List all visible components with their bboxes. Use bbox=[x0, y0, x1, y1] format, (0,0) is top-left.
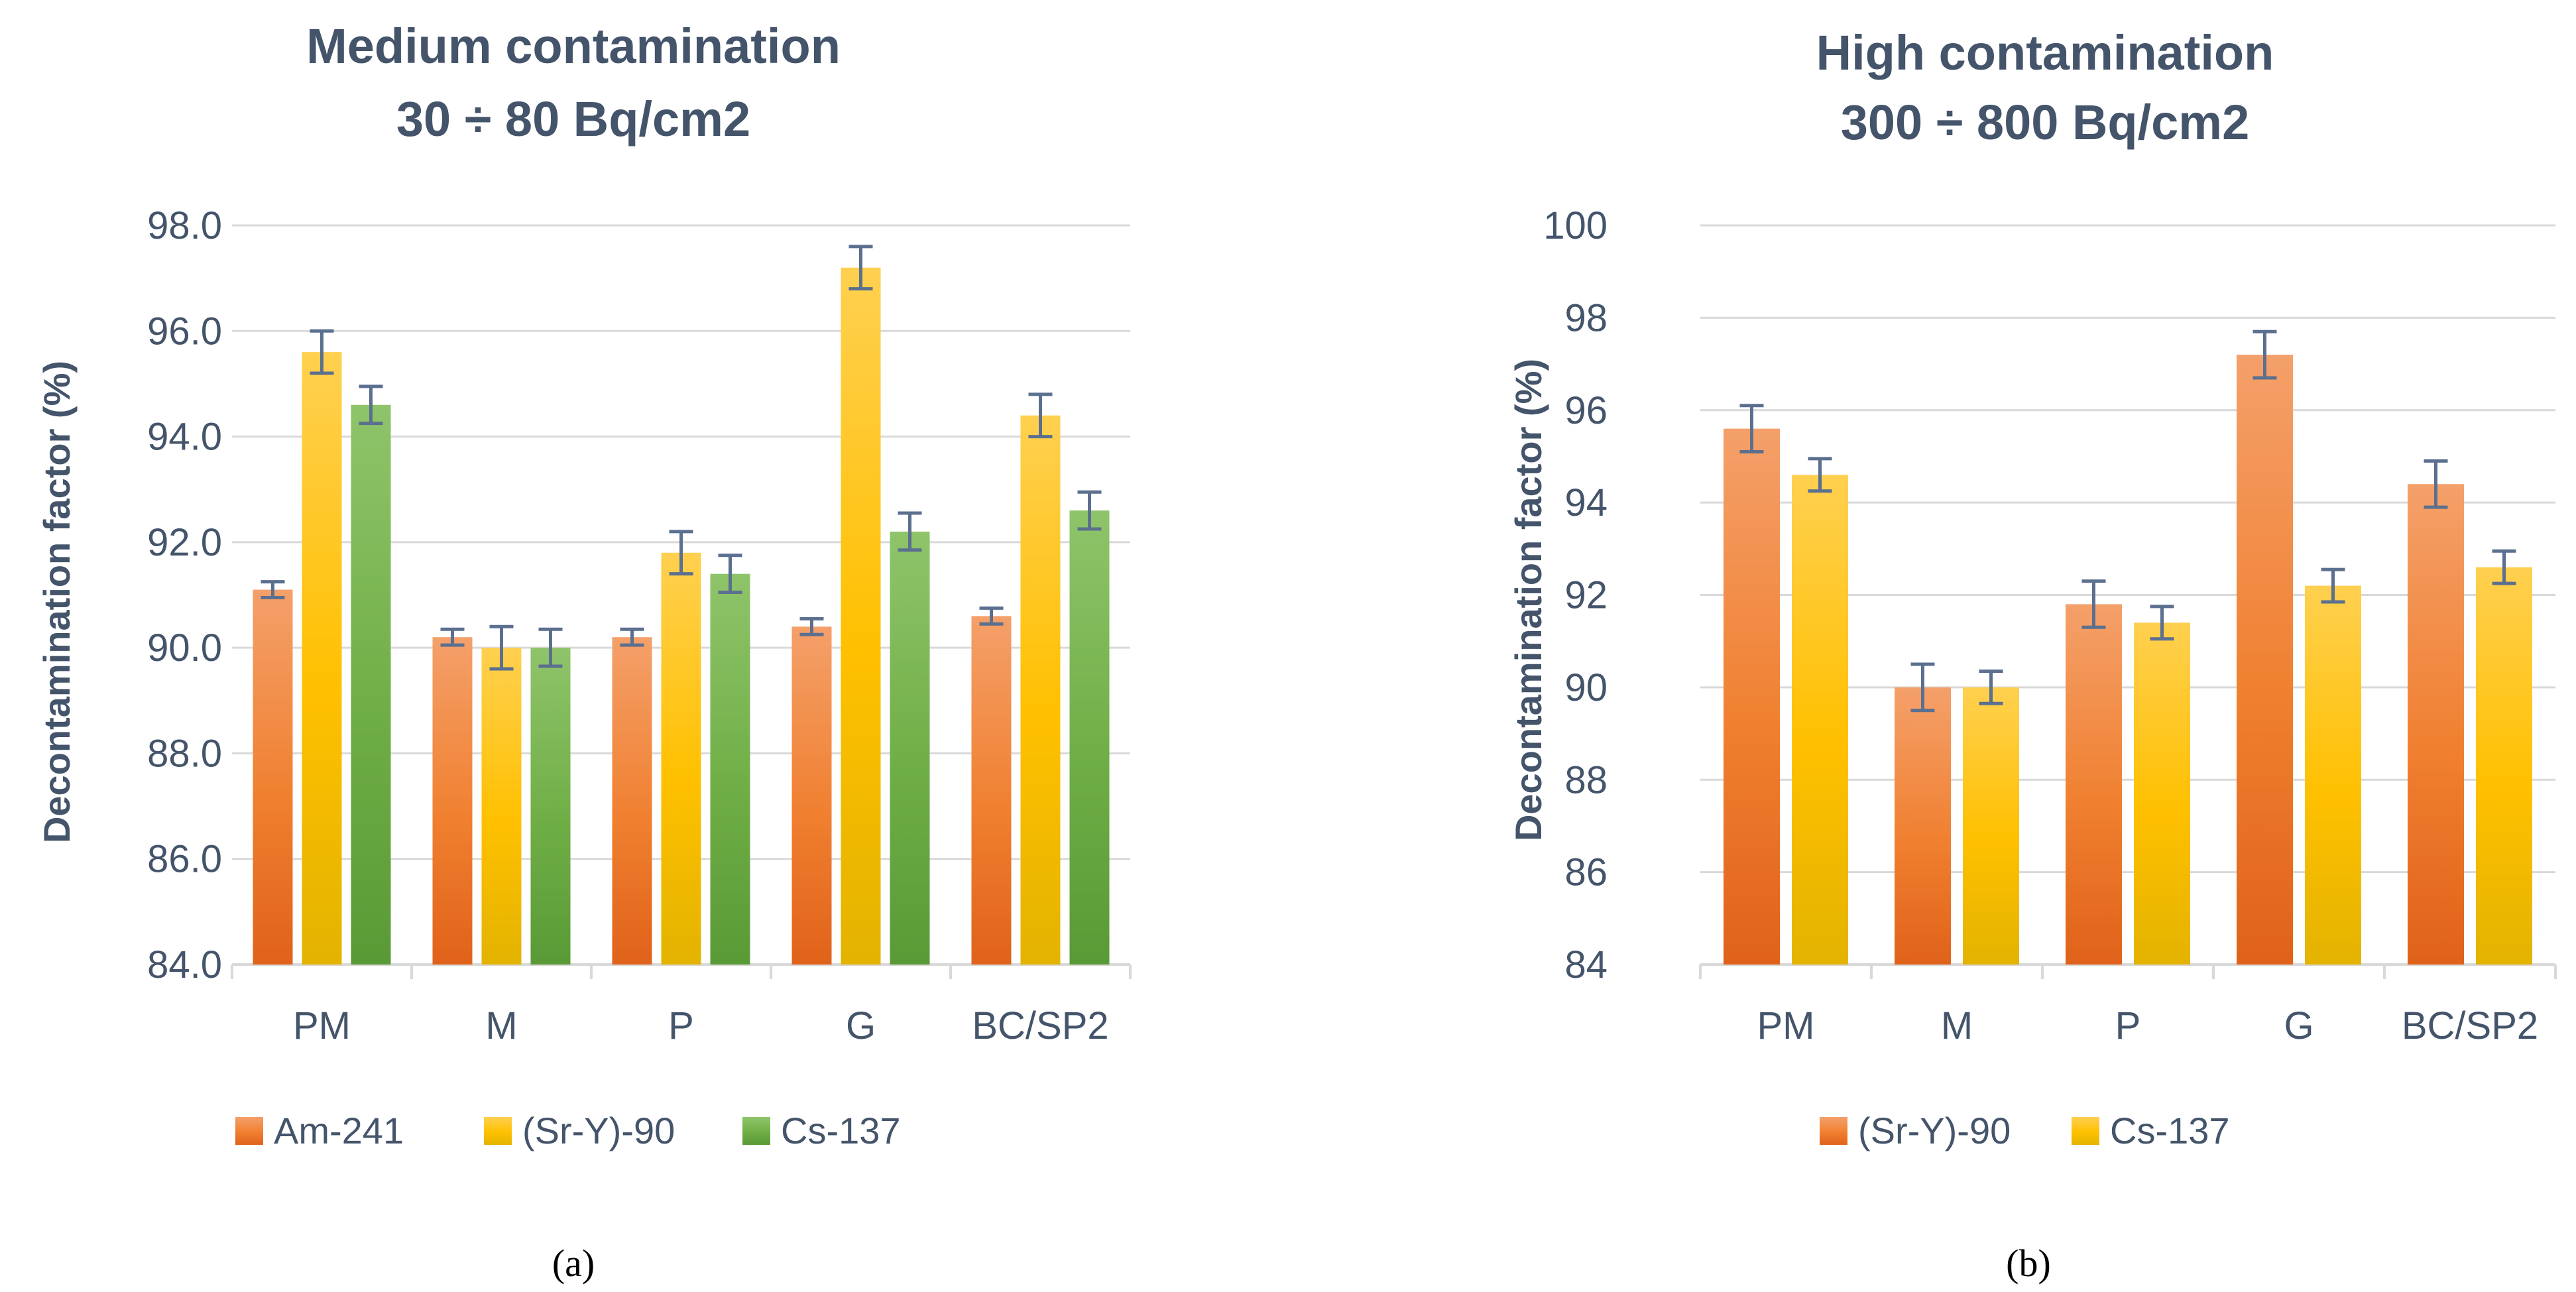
panel-b: High contamination 300 ÷ 800 Bq/cm2 Deco… bbox=[1507, 25, 2557, 1151]
panel-a-bar bbox=[971, 616, 1012, 965]
panel-a-y-tick-label: 86.0 bbox=[147, 838, 222, 881]
panel-a-legend-swatch bbox=[235, 1117, 263, 1145]
panel-b-y-tick-label: 100 bbox=[1543, 204, 1608, 247]
panel-a-legend-label: (Sr-Y)-90 bbox=[522, 1110, 675, 1151]
panel-a-x-tick-label: BC/SP2 bbox=[972, 1004, 1108, 1047]
panel-a-legend-swatch bbox=[484, 1117, 512, 1145]
panel-a-bar bbox=[481, 648, 522, 965]
panel-b-title-line1: High contamination bbox=[1816, 25, 2274, 80]
panel-a-x-tick-label: PM bbox=[293, 1004, 351, 1047]
panel-a-bar bbox=[710, 573, 750, 965]
panel-b-y-tick-label: 86 bbox=[1564, 851, 1608, 894]
panel-a: Medium contamination 30 ÷ 80 Bq/cm2 Deco… bbox=[36, 19, 1132, 1151]
panel-a-title-line2: 30 ÷ 80 Bq/cm2 bbox=[396, 91, 750, 147]
panel-b-bar bbox=[2134, 622, 2190, 965]
panel-a-bar bbox=[351, 404, 391, 965]
panel-a-bar bbox=[432, 637, 473, 965]
panel-a-x-tick-label: P bbox=[668, 1004, 694, 1047]
panel-a-y-tick-label: 84.0 bbox=[147, 943, 222, 986]
panel-a-bar bbox=[1020, 415, 1061, 965]
panel-a-y-axis-label: Decontamination factor (%) bbox=[36, 361, 78, 843]
panel-b-y-tick-label: 88 bbox=[1564, 758, 1608, 801]
panel-a-bar bbox=[791, 626, 832, 965]
panel-a-y-tick-label: 94.0 bbox=[147, 416, 222, 459]
panel-b-bar bbox=[1963, 687, 2019, 965]
panel-b-x-tick-label: PM bbox=[1757, 1004, 1815, 1047]
panel-b-x-tick-label: BC/SP2 bbox=[2402, 1004, 2538, 1047]
panel-b-bar bbox=[2408, 484, 2464, 965]
panel-a-bar bbox=[253, 589, 293, 965]
panel-b-legend-swatch bbox=[2072, 1117, 2099, 1145]
panel-a-bar bbox=[1069, 510, 1110, 965]
panel-a-bar bbox=[302, 352, 342, 965]
panel-b-bar bbox=[2237, 355, 2293, 965]
panel-b-x-tick-label: P bbox=[2115, 1004, 2141, 1047]
panel-a-y-tick-label: 98.0 bbox=[147, 204, 222, 247]
panel-a-plot-area: 84.0 86.0 88.0 90.0 92.0 94.0 96.0 98.0 PM M P G BC/… bbox=[147, 204, 1132, 1151]
panel-a-bar bbox=[890, 531, 930, 965]
panel-b-y-tick-label: 90 bbox=[1564, 666, 1608, 709]
panel-a-y-tick-label: 88.0 bbox=[147, 732, 222, 775]
panel-b-bar bbox=[1792, 475, 1848, 965]
panel-b-y-tick-label: 84 bbox=[1564, 943, 1608, 986]
panel-a-caption: (a) bbox=[552, 1242, 595, 1285]
panel-b-title-line2: 300 ÷ 800 Bq/cm2 bbox=[1841, 95, 2250, 150]
panel-b-plot-area: 84 86 88 90 92 94 96 98 100 PM M P G BC/SP2 (Sr-Y)-90 C… bbox=[1543, 204, 2557, 1151]
panel-b-legend-label: Cs-137 bbox=[2110, 1110, 2230, 1151]
panel-b-y-tick-label: 92 bbox=[1564, 574, 1608, 617]
panel-b-caption: (b) bbox=[2006, 1242, 2051, 1285]
panel-a-legend-label: Am-241 bbox=[274, 1110, 404, 1151]
panel-a-x-tick-label: G bbox=[846, 1004, 876, 1047]
panel-a-bar bbox=[841, 267, 881, 965]
panel-b-y-tick-label: 94 bbox=[1564, 481, 1608, 524]
panel-a-bar bbox=[612, 637, 652, 965]
panel-a-y-tick-label: 96.0 bbox=[147, 310, 222, 353]
panel-b-y-axis-label: Decontamination factor (%) bbox=[1507, 359, 1549, 841]
panel-a-title-line1: Medium contamination bbox=[306, 19, 841, 74]
panel-a-y-tick-label: 90.0 bbox=[147, 626, 222, 670]
panel-a-bar bbox=[530, 648, 571, 965]
panel-b-y-tick-label: 96 bbox=[1564, 389, 1608, 432]
panel-b-legend-label: (Sr-Y)-90 bbox=[1858, 1110, 2011, 1151]
panel-a-legend-swatch bbox=[742, 1117, 770, 1145]
panel-b-y-tick-label: 98 bbox=[1564, 296, 1608, 339]
panel-b-bar bbox=[1895, 687, 1951, 965]
panel-a-x-tick-label: M bbox=[485, 1004, 517, 1047]
panel-a-y-tick-label: 92.0 bbox=[147, 521, 222, 564]
panel-b-legend-swatch bbox=[1820, 1117, 1847, 1145]
panel-b-bar bbox=[2476, 567, 2532, 965]
panel-b-bar bbox=[2066, 604, 2122, 965]
panel-b-bar bbox=[2305, 585, 2361, 965]
panel-b-x-tick-label: G bbox=[2284, 1004, 2313, 1047]
panel-b-x-tick-label: M bbox=[1941, 1004, 1973, 1047]
panel-a-legend-label: Cs-137 bbox=[781, 1110, 901, 1151]
panel-a-bar bbox=[661, 552, 701, 965]
panel-b-bar bbox=[1724, 428, 1780, 965]
